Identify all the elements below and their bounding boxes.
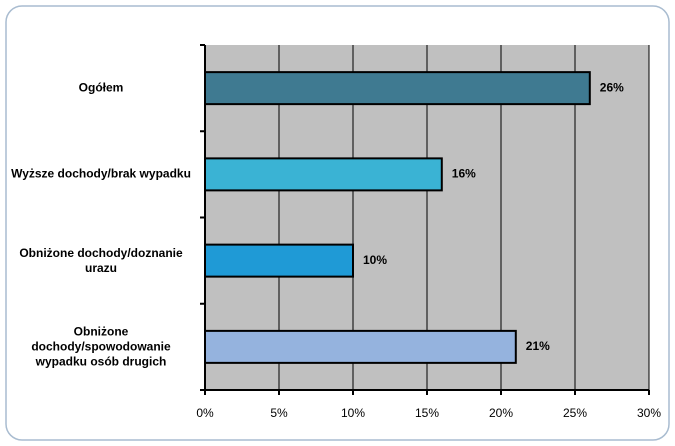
x-tick-label: 20%	[489, 406, 513, 420]
category-label: Wyższe dochody/brak wypadku	[11, 166, 191, 181]
category-label: Obniżone dochody/spowodowanie wypadku os…	[31, 324, 171, 369]
x-tick-label: 30%	[637, 406, 661, 420]
value-label: 21%	[526, 339, 550, 353]
value-label: 16%	[452, 167, 476, 181]
x-tick-label: 15%	[415, 406, 439, 420]
x-tick-label: 0%	[196, 406, 214, 420]
bar	[204, 329, 517, 364]
x-tick-label: 25%	[563, 406, 587, 420]
x-tick-label: 5%	[270, 406, 288, 420]
bar	[204, 71, 591, 106]
value-label: 26%	[600, 80, 624, 94]
category-label: Ogółem	[78, 80, 124, 95]
category-label: Obniżone dochody/doznanie urazu	[19, 245, 183, 275]
bar	[204, 157, 443, 192]
x-tick-label: 10%	[341, 406, 365, 420]
value-label: 10%	[363, 253, 387, 267]
bar	[204, 243, 354, 278]
